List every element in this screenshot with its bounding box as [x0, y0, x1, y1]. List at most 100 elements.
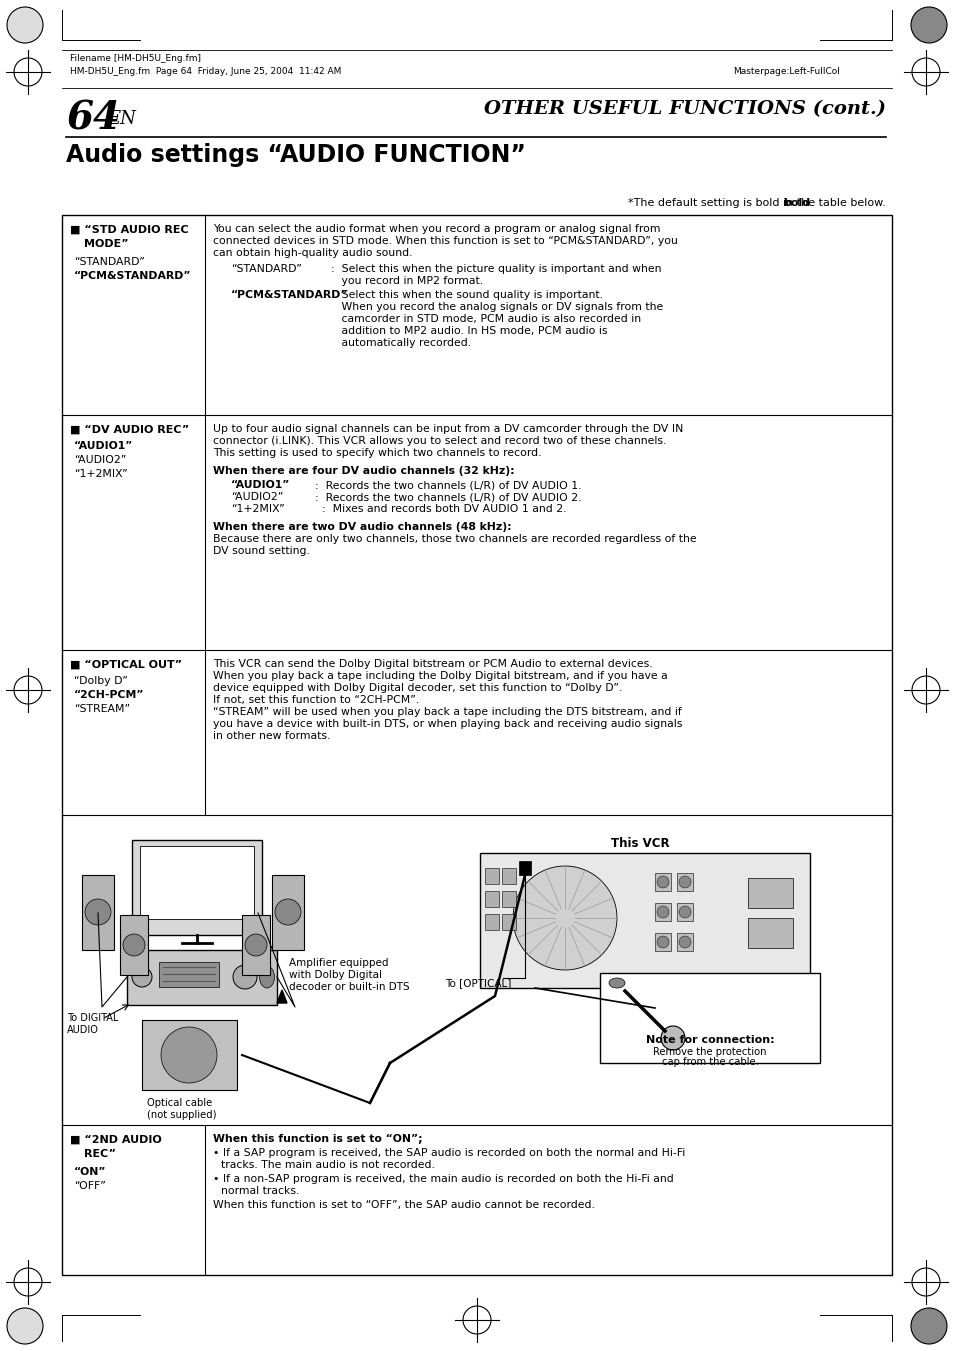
Text: You can select the audio format when you record a program or analog signal from: You can select the audio format when you… [213, 224, 659, 234]
Text: Audio settings “AUDIO FUNCTION”: Audio settings “AUDIO FUNCTION” [66, 143, 525, 168]
Text: “AUDIO2”: “AUDIO2” [231, 492, 283, 503]
Circle shape [910, 1308, 946, 1344]
Bar [501, 915, 516, 929]
Bar [82, 875, 113, 950]
Text: device equipped with Dolby Digital decoder, set this function to “Dolby D”.: device equipped with Dolby Digital decod… [213, 684, 621, 693]
Circle shape [233, 965, 256, 989]
Text: normal tracks.: normal tracks. [221, 1186, 299, 1196]
Text: Optical cable: Optical cable [147, 1098, 212, 1108]
Bar [677, 873, 692, 892]
Text: decoder or built-in DTS: decoder or built-in DTS [289, 982, 409, 992]
Bar [242, 915, 270, 975]
Bar [484, 867, 498, 884]
Text: To DIGITAL: To DIGITAL [67, 1013, 118, 1023]
Text: This VCR: This VCR [610, 838, 669, 850]
Text: “STANDARD”: “STANDARD” [74, 257, 145, 267]
Bar [140, 846, 253, 919]
Text: MODE”: MODE” [84, 239, 129, 249]
Bar [501, 892, 516, 907]
Text: “ON”: “ON” [74, 1167, 107, 1177]
Text: “1+2MIX”: “1+2MIX” [231, 504, 284, 513]
Bar [655, 902, 670, 921]
Polygon shape [276, 990, 287, 1002]
Circle shape [679, 875, 690, 888]
Text: DV sound setting.: DV sound setting. [213, 546, 310, 557]
Ellipse shape [608, 978, 624, 988]
Text: 64: 64 [66, 100, 120, 138]
Bar [127, 950, 276, 1005]
Circle shape [513, 866, 617, 970]
Circle shape [85, 898, 111, 925]
Text: When there are four DV audio channels (32 kHz):: When there are four DV audio channels (3… [213, 466, 514, 476]
Bar [159, 962, 219, 988]
Text: tracks. The main audio is not recorded.: tracks. The main audio is not recorded. [221, 1161, 435, 1170]
Text: can obtain high-quality audio sound.: can obtain high-quality audio sound. [213, 249, 412, 258]
Text: This setting is used to specify which two channels to record.: This setting is used to specify which tw… [213, 449, 541, 458]
Text: When this function is set to “OFF”, the SAP audio cannot be recorded.: When this function is set to “OFF”, the … [213, 1200, 595, 1210]
Text: *The default setting is bold in the table below.: *The default setting is bold in the tabl… [627, 199, 885, 208]
Text: connected devices in STD mode. When this function is set to “PCM&STANDARD”, you: connected devices in STD mode. When this… [213, 236, 678, 246]
Text: “STANDARD”: “STANDARD” [231, 263, 301, 274]
Circle shape [679, 936, 690, 948]
Circle shape [123, 934, 145, 957]
Bar [501, 867, 516, 884]
Bar [655, 873, 670, 892]
Bar [484, 892, 498, 907]
Text: To [OPTICAL]: To [OPTICAL] [444, 978, 511, 988]
Text: “PCM&STANDARD”: “PCM&STANDARD” [74, 272, 192, 281]
Text: When you record the analog signals or DV signals from the: When you record the analog signals or DV… [331, 303, 662, 312]
Text: “AUDIO2”: “AUDIO2” [74, 455, 126, 465]
Bar [677, 934, 692, 951]
Text: :  Mixes and records both DV AUDIO 1 and 2.: : Mixes and records both DV AUDIO 1 and … [301, 504, 566, 513]
Text: camcorder in STD mode, PCM audio is also recorded in: camcorder in STD mode, PCM audio is also… [331, 313, 640, 324]
Circle shape [274, 898, 301, 925]
Text: EN: EN [107, 109, 135, 128]
Circle shape [7, 1308, 43, 1344]
Text: “Dolby D”: “Dolby D” [74, 676, 128, 686]
Ellipse shape [259, 966, 274, 988]
Text: ■ “2ND AUDIO: ■ “2ND AUDIO [70, 1135, 162, 1146]
Circle shape [910, 7, 946, 43]
Circle shape [679, 907, 690, 917]
Text: Because there are only two channels, those two channels are recorded regardless : Because there are only two channels, tho… [213, 534, 696, 544]
Text: with Dolby Digital: with Dolby Digital [289, 970, 381, 979]
Bar [747, 878, 792, 908]
Circle shape [7, 7, 43, 43]
Text: “AUDIO1”: “AUDIO1” [74, 440, 133, 451]
Text: Amplifier equipped: Amplifier equipped [289, 958, 388, 969]
Text: Filename [HM-DH5U_Eng.fm]: Filename [HM-DH5U_Eng.fm] [70, 54, 201, 63]
Text: REC”: REC” [84, 1148, 116, 1159]
Text: When you play back a tape including the Dolby Digital bitstream, and if you have: When you play back a tape including the … [213, 671, 667, 681]
Circle shape [657, 875, 668, 888]
Text: (not supplied): (not supplied) [147, 1111, 216, 1120]
Bar [677, 902, 692, 921]
Text: When there are two DV audio channels (48 kHz):: When there are two DV audio channels (48… [213, 521, 511, 532]
Text: cap from the cable.: cap from the cable. [660, 1056, 758, 1067]
Bar [142, 1020, 236, 1090]
Bar [272, 875, 304, 950]
Text: :  Select this when the sound quality is important.: : Select this when the sound quality is … [331, 290, 602, 300]
Text: • If a SAP program is received, the SAP audio is recorded on both the normal and: • If a SAP program is received, the SAP … [213, 1148, 684, 1158]
Bar [132, 840, 262, 935]
Text: OTHER USEFUL FUNCTIONS (cont.): OTHER USEFUL FUNCTIONS (cont.) [483, 100, 885, 118]
Bar [747, 917, 792, 948]
Bar [479, 852, 809, 988]
Circle shape [660, 1025, 684, 1050]
Text: connector (i.LINK). This VCR allows you to select and record two of these channe: connector (i.LINK). This VCR allows you … [213, 436, 666, 446]
Bar [120, 915, 148, 975]
Text: :  Records the two channels (L/R) of DV AUDIO 2.: : Records the two channels (L/R) of DV A… [301, 492, 581, 503]
Bar [599, 973, 820, 1063]
Bar [62, 215, 891, 1275]
Text: bold: bold [782, 199, 809, 208]
Text: “PCM&STANDARD”: “PCM&STANDARD” [231, 290, 348, 300]
Text: “1+2MIX”: “1+2MIX” [74, 469, 128, 480]
Text: Up to four audio signal channels can be input from a DV camcorder through the DV: Up to four audio signal channels can be … [213, 424, 682, 434]
Text: “AUDIO1”: “AUDIO1” [231, 480, 290, 490]
Text: Masterpage:Left-FullCol: Masterpage:Left-FullCol [732, 68, 840, 76]
Text: ■ “DV AUDIO REC”: ■ “DV AUDIO REC” [70, 426, 189, 435]
Text: “OFF”: “OFF” [74, 1181, 106, 1192]
Bar [484, 915, 498, 929]
Text: Remove the protection: Remove the protection [653, 1047, 766, 1056]
Circle shape [657, 907, 668, 917]
Text: AUDIO: AUDIO [67, 1025, 99, 1035]
